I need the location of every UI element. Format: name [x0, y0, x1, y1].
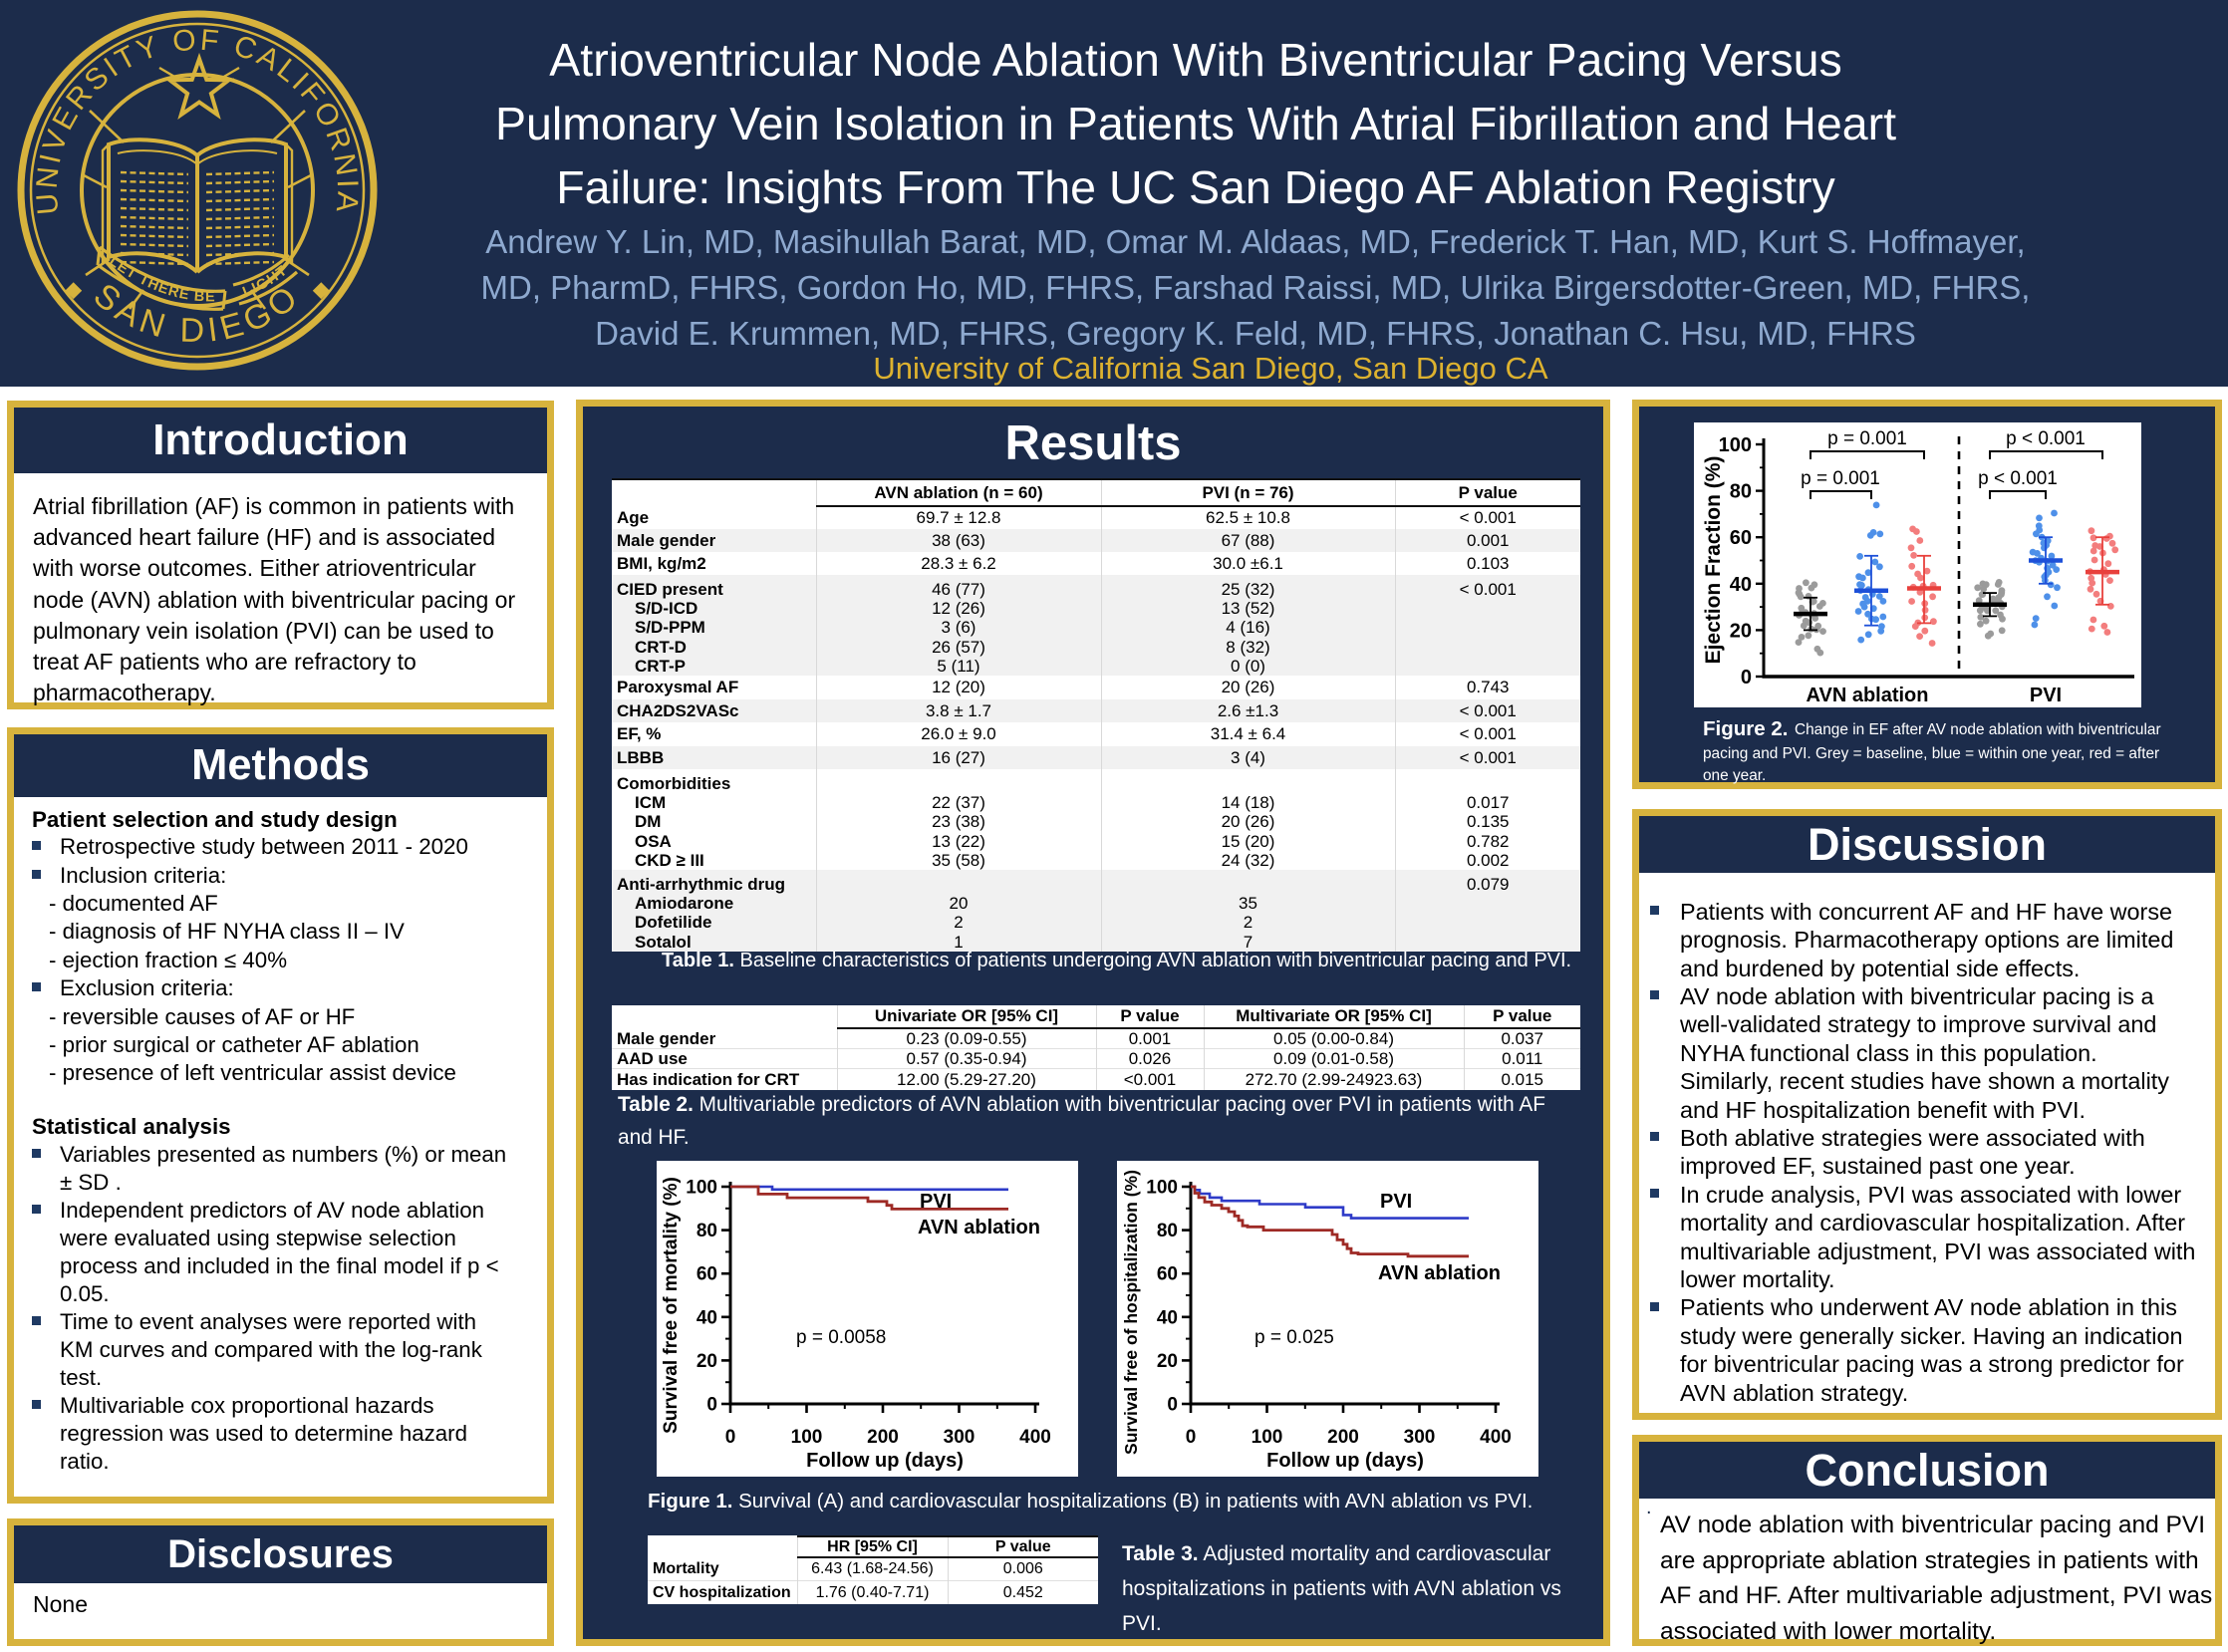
svg-text:400: 400	[1019, 1427, 1051, 1448]
svg-text:60: 60	[1157, 1264, 1178, 1285]
svg-text:300: 300	[944, 1427, 975, 1448]
svg-text:100: 100	[686, 1178, 717, 1199]
svg-text:Ejection Fraction (%): Ejection Fraction (%)	[1702, 456, 1725, 665]
svg-text:PVI: PVI	[2030, 685, 2062, 706]
svg-text:300: 300	[1404, 1427, 1436, 1448]
svg-text:100: 100	[1146, 1178, 1178, 1199]
svg-text:p = 0.025: p = 0.025	[1254, 1327, 1334, 1348]
svg-text:0: 0	[1741, 667, 1752, 688]
svg-text:p < 0.001: p < 0.001	[2006, 428, 2086, 449]
svg-text:PVI: PVI	[1380, 1191, 1412, 1213]
svg-text:p = 0.001: p = 0.001	[1801, 468, 1880, 489]
svg-text:0: 0	[1186, 1427, 1197, 1448]
svg-text:AVN ablation: AVN ablation	[1378, 1262, 1501, 1284]
svg-text:20: 20	[1157, 1351, 1178, 1372]
svg-text:Follow up (days): Follow up (days)	[806, 1450, 964, 1472]
svg-text:AVN ablation: AVN ablation	[1807, 685, 1929, 706]
svg-text:20: 20	[1730, 620, 1752, 642]
svg-text:20: 20	[696, 1351, 717, 1372]
svg-text:80: 80	[1730, 481, 1752, 503]
svg-text:40: 40	[1730, 574, 1752, 596]
svg-text:100: 100	[1719, 434, 1752, 456]
svg-text:80: 80	[1157, 1221, 1178, 1241]
svg-text:Survival free of hospitalizati: Survival free of hospitalization (%)	[1121, 1170, 1141, 1455]
svg-text:p = 0.0058: p = 0.0058	[796, 1327, 886, 1348]
svg-text:60: 60	[1730, 527, 1752, 549]
svg-text:p = 0.001: p = 0.001	[1827, 428, 1907, 449]
svg-text:PVI: PVI	[920, 1191, 952, 1213]
svg-text:100: 100	[1252, 1427, 1283, 1448]
svg-text:40: 40	[1157, 1307, 1178, 1328]
svg-text:40: 40	[696, 1307, 717, 1328]
svg-text:p < 0.001: p < 0.001	[1978, 468, 2058, 489]
svg-text:400: 400	[1480, 1427, 1512, 1448]
svg-text:Survival free of mortality (%): Survival free of mortality (%)	[661, 1177, 682, 1434]
svg-text:0: 0	[1167, 1395, 1178, 1416]
svg-text:200: 200	[867, 1427, 899, 1448]
svg-text:0: 0	[706, 1395, 717, 1416]
svg-text:0: 0	[725, 1427, 736, 1448]
svg-text:80: 80	[696, 1221, 717, 1241]
svg-text:60: 60	[696, 1264, 717, 1285]
svg-text:AVN ablation: AVN ablation	[918, 1217, 1040, 1239]
svg-text:200: 200	[1327, 1427, 1359, 1448]
svg-text:100: 100	[791, 1427, 823, 1448]
svg-text:Follow up (days): Follow up (days)	[1266, 1450, 1424, 1472]
